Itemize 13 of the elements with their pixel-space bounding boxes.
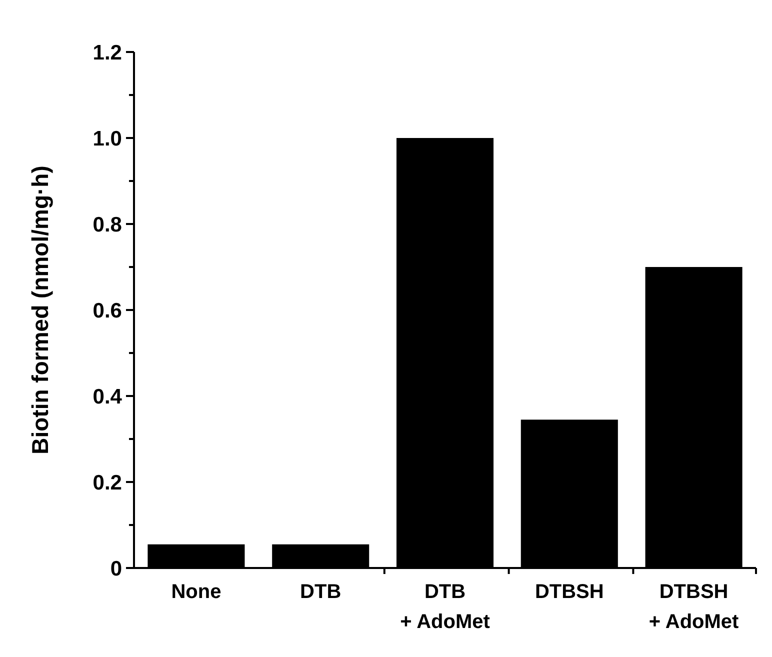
x-tick-label: DTBSH	[534, 581, 604, 603]
y-tick-label: 0.4	[92, 385, 122, 408]
y-tick-label: 1.2	[92, 41, 122, 64]
x-tick-label: None	[171, 581, 222, 603]
y-tick-label: 0.8	[92, 213, 122, 236]
y-tick-label: 0.2	[92, 471, 122, 494]
x-tick-label: DTB	[300, 581, 342, 603]
y-tick-label: 0	[110, 557, 122, 580]
y-tick-label: 0.6	[92, 299, 122, 322]
y-axis-title: Biotin formed (nmol/mg·h)	[27, 166, 53, 454]
y-tick-label: 1.0	[92, 127, 122, 150]
x-tick-label: DTB + AdoMet	[400, 581, 490, 633]
x-tick-label: DTBSH + AdoMet	[648, 581, 740, 633]
